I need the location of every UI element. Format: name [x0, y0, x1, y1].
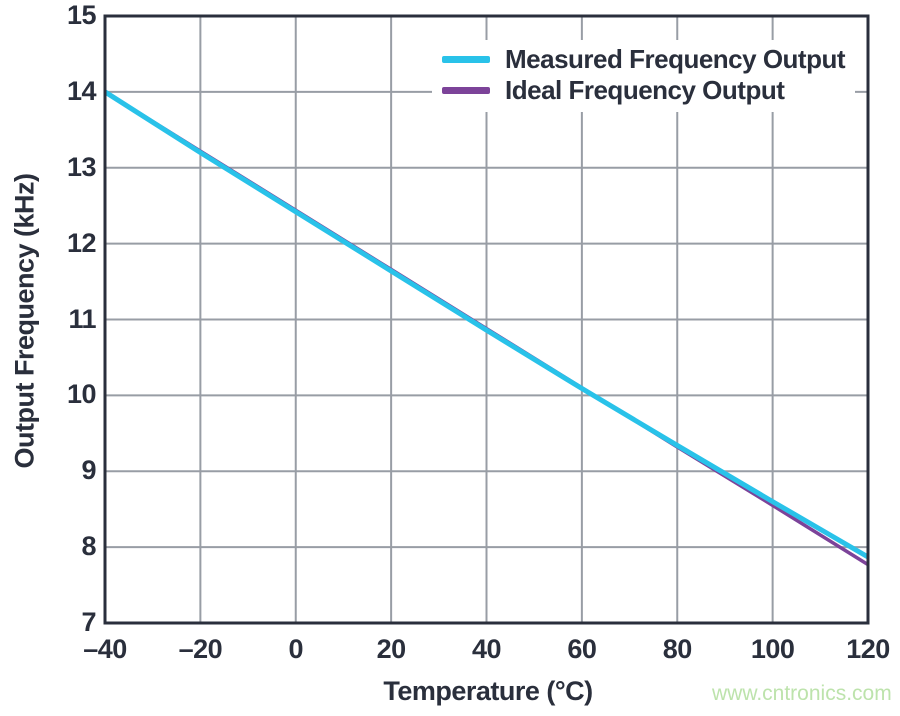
legend: Measured Frequency Output Ideal Frequenc… [432, 40, 855, 112]
measured-series-swatch-icon [442, 56, 490, 63]
x-tick-label: 100 [750, 634, 795, 664]
plot-border [103, 14, 870, 625]
watermark: www.cntronics.com [712, 682, 892, 705]
legend-item-measured: Measured Frequency Output [442, 44, 846, 75]
x-tick-label: 0 [288, 634, 304, 664]
x-tick-label: –20 [178, 634, 223, 664]
x-tick-label: 40 [471, 634, 502, 664]
x-tick-label: –40 [83, 634, 127, 664]
legend-label-measured: Measured Frequency Output [505, 44, 846, 74]
legend-label-ideal: Ideal Frequency Output [505, 75, 785, 105]
y-tick-label: 8 [81, 531, 96, 562]
x-axis-title: Temperature (°C) [383, 676, 593, 706]
y-tick-label: 15 [66, 0, 97, 30]
y-tick-label: 7 [81, 606, 96, 637]
x-tick-label: 120 [846, 634, 890, 664]
y-axis-title: Output Frequency (kHz) [9, 173, 40, 469]
y-tick-label: 11 [68, 303, 96, 334]
measured-frequency-line [103, 89, 870, 560]
y-tick-label: 14 [66, 75, 97, 106]
x-tick-label: 60 [567, 634, 597, 664]
legend-item-ideal: Ideal Frequency Output [442, 75, 845, 106]
ideal-series-swatch-icon [442, 87, 490, 94]
x-tick-label: 80 [662, 634, 693, 664]
y-tick-label: 12 [66, 227, 97, 258]
y-tick-label: 9 [81, 455, 96, 486]
y-tick-label: 13 [66, 151, 97, 182]
x-tick-label: 20 [376, 634, 407, 664]
y-tick-label: 10 [66, 379, 97, 410]
